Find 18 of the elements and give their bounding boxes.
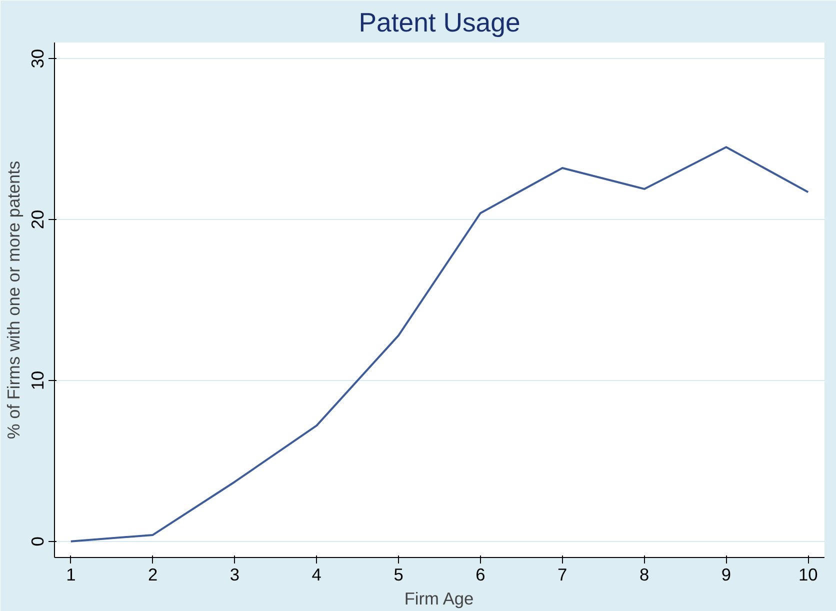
x-axis-title: Firm Age xyxy=(404,588,474,608)
y-tick-label: 10 xyxy=(28,370,48,390)
x-tick-label: 4 xyxy=(312,564,322,584)
y-axis-title: % of Firms with one or more patents xyxy=(4,160,24,440)
x-tick-label: 2 xyxy=(148,564,158,584)
x-tick-label: 6 xyxy=(476,564,486,584)
x-tick-label: 8 xyxy=(639,564,650,584)
y-tick-label: 30 xyxy=(28,48,48,68)
x-tick-label: 5 xyxy=(394,564,404,584)
x-tick-label: 3 xyxy=(230,564,240,584)
line-series xyxy=(70,146,810,542)
x-tick-label: 10 xyxy=(798,564,818,584)
chart-title: Patent Usage xyxy=(358,8,520,38)
x-tick-label: 1 xyxy=(66,564,76,584)
y-tick-label: 0 xyxy=(28,536,48,546)
y-tick-label: 20 xyxy=(28,210,48,230)
x-tick-label: 9 xyxy=(721,564,732,584)
x-tick-label: 7 xyxy=(558,564,568,584)
